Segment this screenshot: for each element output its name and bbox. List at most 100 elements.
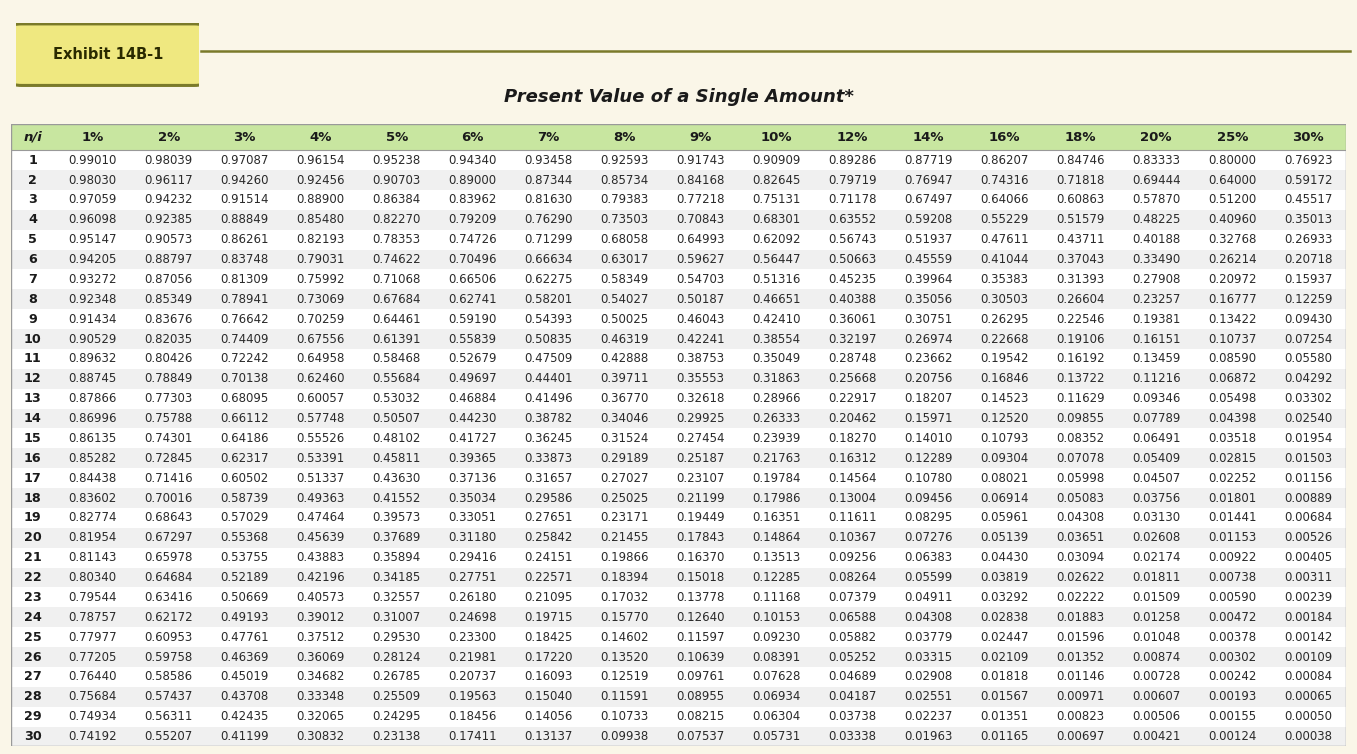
Text: 0.05083: 0.05083 bbox=[1056, 492, 1105, 504]
Bar bbox=[11, 547, 1346, 568]
Text: 0.36245: 0.36245 bbox=[524, 432, 573, 445]
Text: 0.82035: 0.82035 bbox=[145, 333, 193, 345]
Text: 0.47761: 0.47761 bbox=[220, 630, 269, 644]
Text: 14%: 14% bbox=[913, 131, 944, 144]
Text: 0.13722: 0.13722 bbox=[1056, 372, 1105, 385]
Text: 0.19449: 0.19449 bbox=[676, 511, 725, 525]
Text: 0.83748: 0.83748 bbox=[221, 253, 269, 266]
Text: n/i: n/i bbox=[23, 131, 42, 144]
Text: 0.82193: 0.82193 bbox=[296, 233, 345, 246]
Text: 0.33873: 0.33873 bbox=[525, 452, 573, 464]
Text: 5%: 5% bbox=[385, 131, 407, 144]
Text: 0.37043: 0.37043 bbox=[1056, 253, 1105, 266]
Text: 0.62275: 0.62275 bbox=[524, 273, 573, 286]
Text: 0.42196: 0.42196 bbox=[296, 571, 345, 584]
Text: 22: 22 bbox=[24, 571, 42, 584]
Text: 0.51316: 0.51316 bbox=[752, 273, 801, 286]
Text: 0.34682: 0.34682 bbox=[296, 670, 345, 683]
Text: 0.17032: 0.17032 bbox=[600, 591, 649, 604]
Text: 0.92385: 0.92385 bbox=[145, 213, 193, 226]
Text: 0.77218: 0.77218 bbox=[676, 194, 725, 207]
Text: 0.01567: 0.01567 bbox=[980, 690, 1029, 703]
Text: 0.91514: 0.91514 bbox=[220, 194, 269, 207]
Text: 0.09256: 0.09256 bbox=[828, 551, 877, 564]
Text: 0.09304: 0.09304 bbox=[980, 452, 1029, 464]
Text: 0.07078: 0.07078 bbox=[1056, 452, 1105, 464]
Text: 0.10153: 0.10153 bbox=[752, 611, 801, 624]
Text: 0.88745: 0.88745 bbox=[69, 372, 117, 385]
Text: 0.02838: 0.02838 bbox=[980, 611, 1029, 624]
Text: 0.02608: 0.02608 bbox=[1132, 532, 1181, 544]
Text: 0.00472: 0.00472 bbox=[1208, 611, 1257, 624]
Text: 0.98030: 0.98030 bbox=[69, 173, 117, 186]
Text: 0.00109: 0.00109 bbox=[1284, 651, 1333, 664]
Bar bbox=[11, 607, 1346, 627]
Text: 0.67684: 0.67684 bbox=[372, 293, 421, 306]
Text: 0.33051: 0.33051 bbox=[449, 511, 497, 525]
Text: 0.30832: 0.30832 bbox=[297, 730, 345, 743]
Text: 0.09346: 0.09346 bbox=[1132, 392, 1181, 405]
Text: 0.31524: 0.31524 bbox=[600, 432, 649, 445]
Text: 0.10733: 0.10733 bbox=[600, 710, 649, 723]
Bar bbox=[11, 667, 1346, 687]
Text: Present Value of a Single Amount*: Present Value of a Single Amount* bbox=[503, 87, 854, 106]
Text: 0.70016: 0.70016 bbox=[145, 492, 193, 504]
Text: 0.15040: 0.15040 bbox=[524, 690, 573, 703]
Text: 0.39573: 0.39573 bbox=[373, 511, 421, 525]
Text: 25: 25 bbox=[24, 630, 42, 644]
Text: 0.39711: 0.39711 bbox=[600, 372, 649, 385]
Bar bbox=[11, 210, 1346, 230]
Text: 0.22571: 0.22571 bbox=[524, 571, 573, 584]
Text: 0.11629: 0.11629 bbox=[1056, 392, 1105, 405]
Text: 0.39012: 0.39012 bbox=[296, 611, 345, 624]
Text: 0.04430: 0.04430 bbox=[980, 551, 1029, 564]
Text: 0.35056: 0.35056 bbox=[904, 293, 953, 306]
Text: 0.76440: 0.76440 bbox=[69, 670, 117, 683]
Text: 0.29189: 0.29189 bbox=[600, 452, 649, 464]
Text: 0.71068: 0.71068 bbox=[372, 273, 421, 286]
Text: 0.26214: 0.26214 bbox=[1208, 253, 1257, 266]
Text: 0.26180: 0.26180 bbox=[448, 591, 497, 604]
Text: 0.10367: 0.10367 bbox=[828, 532, 877, 544]
Bar bbox=[11, 349, 1346, 369]
Text: 0.32197: 0.32197 bbox=[828, 333, 877, 345]
Text: 0.40388: 0.40388 bbox=[828, 293, 877, 306]
Text: 0.14864: 0.14864 bbox=[752, 532, 801, 544]
Text: 0.46043: 0.46043 bbox=[676, 313, 725, 326]
Text: 0.03756: 0.03756 bbox=[1132, 492, 1181, 504]
Text: 0.64684: 0.64684 bbox=[145, 571, 193, 584]
Text: 0.06588: 0.06588 bbox=[828, 611, 877, 624]
Text: 0.63416: 0.63416 bbox=[145, 591, 193, 604]
Text: 10%: 10% bbox=[761, 131, 792, 144]
Text: 0.70259: 0.70259 bbox=[296, 313, 345, 326]
Text: 0.71416: 0.71416 bbox=[144, 472, 193, 485]
Text: 0.81143: 0.81143 bbox=[69, 551, 117, 564]
Text: 6: 6 bbox=[28, 253, 37, 266]
Text: 0.01963: 0.01963 bbox=[904, 730, 953, 743]
Text: 0.16192: 0.16192 bbox=[1056, 352, 1105, 366]
Text: 0.12640: 0.12640 bbox=[676, 611, 725, 624]
Text: 0.11216: 0.11216 bbox=[1132, 372, 1181, 385]
Text: 0.80000: 0.80000 bbox=[1208, 154, 1257, 167]
Text: 0.79031: 0.79031 bbox=[296, 253, 345, 266]
Text: 0.30751: 0.30751 bbox=[904, 313, 953, 326]
Text: 0.62741: 0.62741 bbox=[448, 293, 497, 306]
Text: 0.14056: 0.14056 bbox=[524, 710, 573, 723]
Text: 0.33348: 0.33348 bbox=[297, 690, 345, 703]
Text: 0.75131: 0.75131 bbox=[752, 194, 801, 207]
Text: 0.96098: 0.96098 bbox=[69, 213, 117, 226]
Text: 0.64186: 0.64186 bbox=[220, 432, 269, 445]
Text: 0.45517: 0.45517 bbox=[1284, 194, 1333, 207]
Text: 26: 26 bbox=[24, 651, 42, 664]
Text: 0.84168: 0.84168 bbox=[676, 173, 725, 186]
Text: 0.63552: 0.63552 bbox=[828, 213, 877, 226]
Text: 0.59208: 0.59208 bbox=[904, 213, 953, 226]
Text: 0.18394: 0.18394 bbox=[600, 571, 649, 584]
Text: 0.70138: 0.70138 bbox=[221, 372, 269, 385]
Text: 0.04507: 0.04507 bbox=[1132, 472, 1181, 485]
Text: 0.99010: 0.99010 bbox=[69, 154, 117, 167]
Text: 0.00421: 0.00421 bbox=[1132, 730, 1181, 743]
Text: 0.14602: 0.14602 bbox=[600, 630, 649, 644]
Text: 0.32768: 0.32768 bbox=[1208, 233, 1257, 246]
Text: 0.01258: 0.01258 bbox=[1132, 611, 1181, 624]
